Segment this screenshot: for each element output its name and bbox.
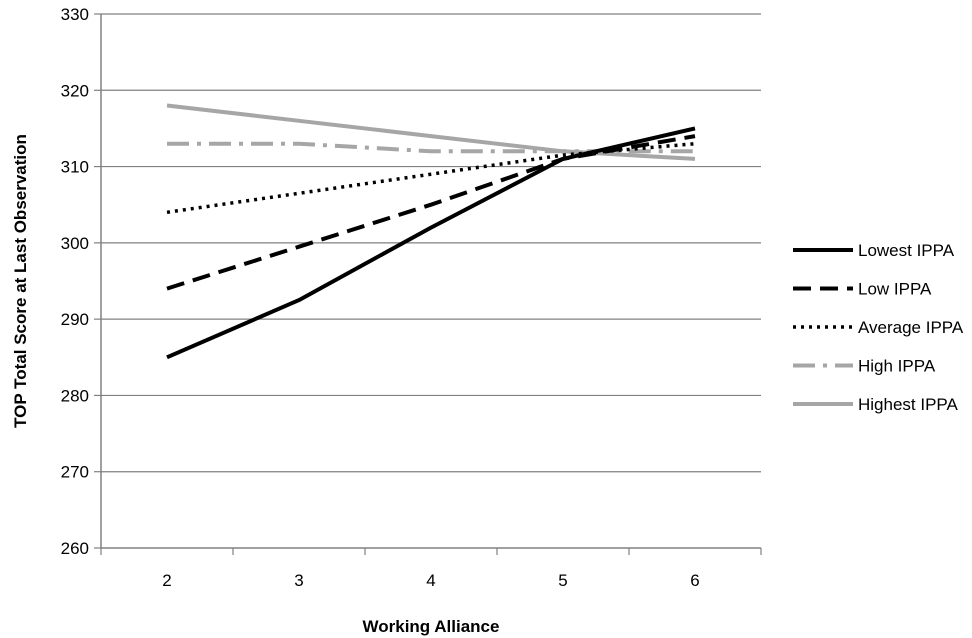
x-tick-label: 4 [426, 571, 435, 590]
y-tick-label: 280 [61, 386, 89, 405]
x-tick-label: 6 [690, 571, 699, 590]
x-tick-label: 2 [162, 571, 171, 590]
y-tick-label: 270 [61, 463, 89, 482]
legend-label-lowest-ippa: Lowest IPPA [858, 241, 955, 260]
series-line-low-ippa [166, 134, 696, 291]
y-tick-label: 320 [61, 81, 89, 100]
y-axis-title: TOP Total Score at Last Observation [11, 134, 30, 428]
x-ticks: 2 3 4 5 6 [100, 548, 762, 590]
legend-label-high-ippa: High IPPA [858, 357, 936, 376]
legend-label-low-ippa: Low IPPA [858, 280, 932, 299]
legend-label-highest-ippa: Highest IPPA [858, 395, 959, 414]
x-axis-title: Working Alliance [363, 617, 500, 636]
y-tick-label: 300 [61, 234, 89, 253]
y-tick-label: 310 [61, 158, 89, 177]
y-ticks: 260 270 280 290 300 310 320 330 [61, 5, 101, 558]
y-tick-label: 260 [61, 539, 89, 558]
y-tick-label: 330 [61, 5, 89, 24]
series-lines [166, 103, 696, 360]
x-tick-label: 5 [558, 571, 567, 590]
gridlines [101, 13, 761, 473]
y-tick-label: 290 [61, 310, 89, 329]
x-tick-label: 3 [294, 571, 303, 590]
legend: Lowest IPPA Low IPPA Average IPPA High IPPA… [793, 241, 964, 414]
legend-label-average-ippa: Average IPPA [858, 318, 964, 337]
axes [100, 14, 761, 549]
